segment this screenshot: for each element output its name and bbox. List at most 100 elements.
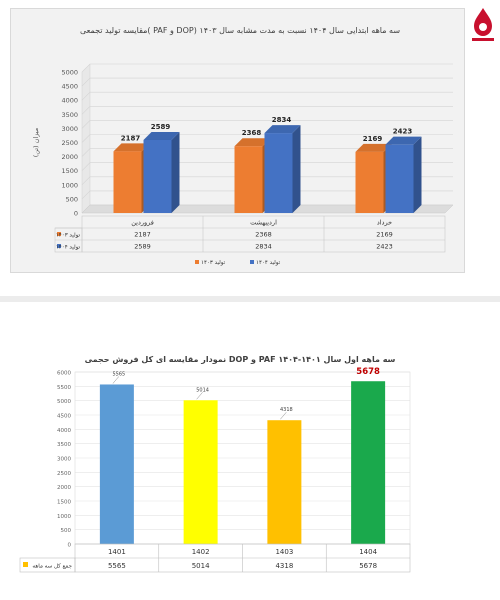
chart-1-bar-top (264, 125, 301, 134)
chart-2-y-tick: 2500 (57, 471, 71, 477)
chart-1-bar (113, 151, 142, 213)
chart-1-bar-top (113, 143, 150, 152)
chart-1-category-label: فروردین (131, 219, 154, 227)
chart-1-table-value: 2423 (376, 243, 393, 251)
chart-1-category-label: اردیبهشت (250, 219, 277, 227)
chart-2-y-tick: 3000 (57, 457, 71, 463)
chart-2-y-tick: 4000 (57, 428, 71, 434)
chart-1-y-tick: 3000 (61, 125, 78, 133)
chart-1-legend-label: تولید ۱۴۰۴ (256, 260, 281, 266)
chart-1-table-series-label: تولید ۱۴۰۳ (56, 233, 81, 239)
chart-1-y-tick: 4500 (61, 83, 78, 91)
chart-2-category-label: 1401 (108, 548, 126, 556)
chart-1-title: مقایسه تولید تجمعی( PAF و DOP) سه ماهه ا… (79, 26, 401, 35)
chart-1-y-tick: 500 (66, 195, 78, 203)
chart-1-table-legend-swatch (57, 232, 61, 236)
chart-1-y-tick: 0 (74, 210, 78, 218)
chart-2-y-tick: 0 (68, 543, 72, 549)
chart-2-data-label: 4318 (280, 407, 293, 413)
chart-1-table-legend-swatch (57, 244, 61, 248)
chart-1-y-tick: 2000 (61, 153, 78, 161)
chart-1-data-label: 2368 (242, 129, 262, 137)
chart-1-gridline (81, 190, 453, 200)
chart-1-bar (385, 144, 414, 213)
chart-2-category-label: 1404 (359, 548, 377, 556)
chart-2-y-tick: 6000 (57, 371, 71, 377)
chart-2-data-label: 5678 (356, 367, 380, 377)
chart-1-bar-top (355, 143, 392, 152)
drop-logo-dot (479, 23, 487, 31)
chart-2-table-value: 5678 (359, 562, 377, 570)
chart-1-table-series-label: تولید ۱۴۰۴ (56, 245, 81, 251)
chart-1-y-tick: 1500 (61, 167, 78, 175)
chart-1-gridline (81, 162, 453, 171)
chart-1-gridline (81, 120, 453, 129)
chart-1-gridline (81, 63, 453, 73)
chart-1-bar-side (292, 125, 301, 213)
chart-2-y-tick: 1500 (57, 500, 71, 506)
chart-1-legend-label: تولید ۱۴۰۳ (201, 260, 226, 266)
chart-2-bar (267, 420, 302, 544)
chart-1-legend-swatch (250, 260, 254, 264)
chart-1-bar-top (385, 136, 422, 145)
chart-2-y-tick: 2000 (57, 485, 71, 491)
chart-2-category-label: 1403 (275, 548, 293, 556)
chart-1-data-label: 2589 (151, 123, 171, 131)
chart-1-y-tick: 3500 (61, 111, 78, 119)
chart-2-table-series-label: جمع کل سه ماهه (32, 563, 72, 570)
chart-1-bar (355, 151, 384, 213)
chart-2-y-tick: 500 (61, 528, 72, 534)
chart-1-table-value: 2589 (134, 243, 151, 251)
chart-2-leader-line (280, 412, 287, 420)
chart-2-bar (351, 381, 386, 544)
chart-1-bar-side (171, 131, 180, 213)
chart-1-bar-top (234, 138, 271, 147)
chart-1-bar-side (413, 136, 422, 213)
chart-1-svg: 0 500 1000 1500 2000 2500 3000 3500 4000 4500 5000… (32, 63, 454, 266)
chart-1-bar (234, 146, 263, 213)
chart-1-y-tick: 5000 (61, 69, 78, 77)
chart-1-bar-top (143, 131, 180, 140)
chart-1-gridline (81, 91, 453, 101)
chart-2-title: نمودار مقایسه ای کل فروش حجمی DOP و PAF … (84, 355, 396, 364)
chart-1-y-tick: 2500 (61, 139, 78, 147)
chart-2-data-label: 5014 (196, 387, 209, 393)
chart-1-gridline (81, 77, 453, 87)
chart-2-bar (99, 384, 134, 544)
chart-1-data-label: 2423 (393, 128, 413, 136)
chart-1-y-tick: 1000 (61, 181, 78, 189)
chart-1-table-value: 2169 (376, 231, 393, 239)
chart-1-table-value: 2834 (255, 243, 272, 251)
chart-2-bar (183, 400, 218, 544)
chart-2-table-value: 4318 (275, 562, 293, 570)
chart-2-category-label: 1402 (192, 548, 210, 556)
chart-2-y-tick: 1000 (57, 514, 71, 520)
company-logo (472, 8, 494, 41)
chart-2-y-tick: 4500 (57, 414, 71, 420)
chart-2-y-tick: 3500 (57, 442, 71, 448)
chart-2-table-value: 5565 (108, 562, 126, 570)
chart-1-gridline (81, 134, 453, 143)
section-divider (0, 296, 500, 302)
chart-1-y-tick: 4000 (61, 97, 78, 105)
chart-1-legend-swatch (195, 260, 199, 264)
chart-2-y-tick: 5000 (57, 399, 71, 405)
chart-1-data-label: 2187 (121, 134, 141, 142)
chart-1-data-label: 2169 (363, 135, 383, 143)
chart-1-gridline (81, 176, 453, 186)
drop-logo-icon (474, 8, 492, 36)
chart-2-data-label: 5565 (113, 371, 126, 377)
chart-2-table-legend-swatch (23, 562, 28, 567)
logo-lettering-mark (472, 38, 494, 41)
chart-1-bar (143, 139, 172, 213)
chart-1-y-axis-label: میزان (تن) (32, 128, 40, 158)
chart-1-table-value: 2187 (134, 231, 151, 239)
chart-1-table-value: 2368 (255, 231, 272, 239)
chart-1-gridline (81, 106, 453, 115)
chart-1-gridline (81, 148, 453, 157)
chart-2-y-tick: 5500 (57, 385, 71, 391)
chart-2-leader-line (112, 376, 120, 384)
chart-2-leader-line (196, 392, 203, 400)
chart-1-category-label: خرداد (377, 219, 392, 227)
